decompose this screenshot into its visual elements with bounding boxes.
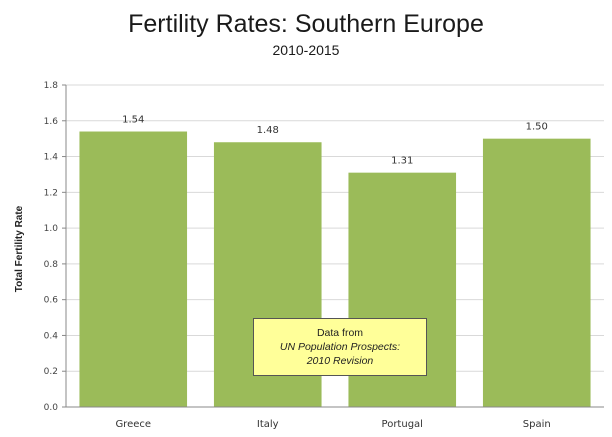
y-axis-label: Total Fertility Rate — [14, 205, 25, 292]
chart-title: Fertility Rates: Southern Europe — [128, 10, 484, 38]
y-axis-ticks: 0.0 0.2 0.4 0.6 0.8 1.0 1.2 1.4 1.6 1.8 — [44, 81, 66, 413]
y-tick-label: 0.8 — [44, 260, 59, 270]
y-tick-label: 1.4 — [44, 153, 59, 163]
note-line-3: 2010 Revision — [306, 355, 374, 367]
bar-greece — [79, 131, 188, 407]
y-tick-label: 0.2 — [44, 367, 58, 377]
chart-subtitle: 2010-2015 — [273, 42, 340, 58]
bar-spain — [482, 138, 591, 407]
value-label: 1.31 — [391, 156, 413, 167]
category-label: Spain — [523, 419, 551, 430]
y-tick-label: 1.6 — [44, 117, 59, 127]
category-label: Italy — [257, 419, 279, 430]
note-line-1: Data from — [316, 327, 364, 339]
y-tick-label: 1.8 — [44, 81, 59, 91]
value-labels: 1.54 1.48 1.31 1.50 — [122, 115, 548, 167]
y-tick-label: 1.0 — [44, 224, 59, 234]
y-tick-label: 0.4 — [44, 331, 59, 341]
note-line-2: UN Population Prospects: — [279, 341, 401, 353]
x-axis-categories: Greece Italy Portugal Spain — [115, 419, 550, 430]
y-tick-label: 0.0 — [44, 403, 59, 413]
category-label: Greece — [115, 419, 151, 430]
value-label: 1.50 — [526, 122, 548, 133]
y-tick-label: 0.6 — [44, 296, 59, 306]
value-label: 1.54 — [122, 115, 144, 126]
value-label: 1.48 — [257, 125, 279, 136]
category-label: Portugal — [382, 419, 423, 430]
y-tick-label: 1.2 — [44, 188, 58, 198]
data-source-note: Data from UN Population Prospects: 2010 … — [253, 318, 427, 376]
